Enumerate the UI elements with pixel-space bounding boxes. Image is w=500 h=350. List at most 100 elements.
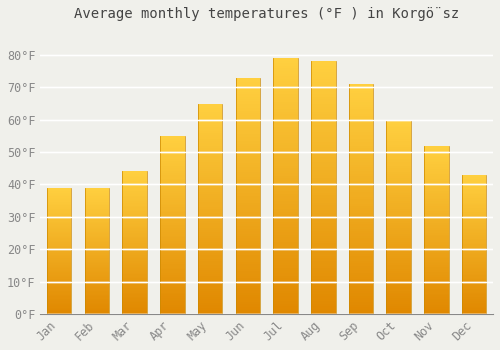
Bar <box>84 193 109 194</box>
Bar <box>274 258 298 260</box>
Bar <box>84 248 109 250</box>
Bar <box>386 141 411 143</box>
Bar <box>424 177 448 179</box>
Bar <box>274 173 298 176</box>
Bar <box>236 89 260 92</box>
Bar <box>424 173 448 174</box>
Bar <box>198 162 222 164</box>
Bar <box>236 219 260 222</box>
Bar <box>198 152 222 154</box>
Bar <box>311 246 336 248</box>
Bar <box>160 287 184 289</box>
Bar <box>311 312 336 314</box>
Bar <box>47 239 72 241</box>
Bar <box>424 302 448 304</box>
Bar <box>160 239 184 241</box>
Bar <box>47 309 72 310</box>
Bar <box>84 238 109 239</box>
Bar <box>198 253 222 255</box>
Bar <box>462 230 486 232</box>
Bar <box>122 177 147 178</box>
Bar <box>47 238 72 239</box>
Bar <box>348 167 374 169</box>
Bar <box>236 290 260 293</box>
Bar <box>424 206 448 208</box>
Bar <box>274 122 298 125</box>
Bar <box>160 145 184 147</box>
Bar <box>122 183 147 184</box>
Bar <box>348 231 374 233</box>
Bar <box>84 289 109 290</box>
Bar <box>311 122 336 125</box>
Bar <box>198 257 222 259</box>
Bar <box>424 275 448 277</box>
Bar <box>84 300 109 301</box>
Bar <box>424 208 448 210</box>
Bar <box>198 114 222 116</box>
Bar <box>348 185 374 188</box>
Bar <box>84 239 109 241</box>
Bar <box>84 253 109 254</box>
Bar <box>274 283 298 286</box>
Bar <box>236 78 260 80</box>
Bar <box>236 80 260 82</box>
Bar <box>122 281 147 282</box>
Bar <box>160 205 184 207</box>
Bar <box>274 79 298 81</box>
Bar <box>348 135 374 137</box>
Bar <box>122 258 147 260</box>
Bar <box>198 217 222 219</box>
Bar <box>462 271 486 272</box>
Bar <box>348 183 374 185</box>
Bar <box>274 68 298 71</box>
Bar <box>198 280 222 282</box>
Bar <box>274 163 298 166</box>
Bar <box>462 292 486 293</box>
Bar <box>122 274 147 275</box>
Bar <box>274 132 298 135</box>
Bar <box>462 307 486 308</box>
Bar <box>462 306 486 307</box>
Bar <box>311 276 336 279</box>
Bar <box>274 219 298 222</box>
Bar <box>160 196 184 198</box>
Bar <box>274 240 298 242</box>
Bar <box>160 225 184 227</box>
Bar <box>311 216 336 218</box>
Bar <box>47 301 72 302</box>
Bar <box>311 188 336 190</box>
Bar <box>274 94 298 97</box>
Bar <box>311 97 336 99</box>
Bar <box>198 285 222 287</box>
Bar <box>160 200 184 202</box>
Bar <box>462 189 486 190</box>
Bar <box>198 299 222 301</box>
Bar <box>47 252 72 253</box>
Bar <box>160 136 184 138</box>
Bar <box>236 194 260 196</box>
Bar <box>236 288 260 290</box>
Bar <box>122 257 147 258</box>
Bar <box>160 143 184 145</box>
Bar <box>311 162 336 165</box>
Bar <box>122 230 147 231</box>
Bar <box>311 160 336 162</box>
Bar <box>274 191 298 194</box>
Bar <box>236 113 260 116</box>
Bar <box>84 234 109 236</box>
Bar <box>274 160 298 163</box>
Bar <box>160 173 184 175</box>
Bar <box>236 97 260 99</box>
Bar <box>47 302 72 304</box>
Bar <box>160 307 184 309</box>
Bar <box>424 213 448 215</box>
Bar <box>311 89 336 92</box>
Bar <box>462 208 486 210</box>
Bar <box>47 266 72 267</box>
Bar <box>311 200 336 203</box>
Bar <box>462 180 486 182</box>
Bar <box>424 231 448 233</box>
Bar <box>386 240 411 242</box>
Bar <box>274 86 298 89</box>
Bar <box>274 281 298 283</box>
